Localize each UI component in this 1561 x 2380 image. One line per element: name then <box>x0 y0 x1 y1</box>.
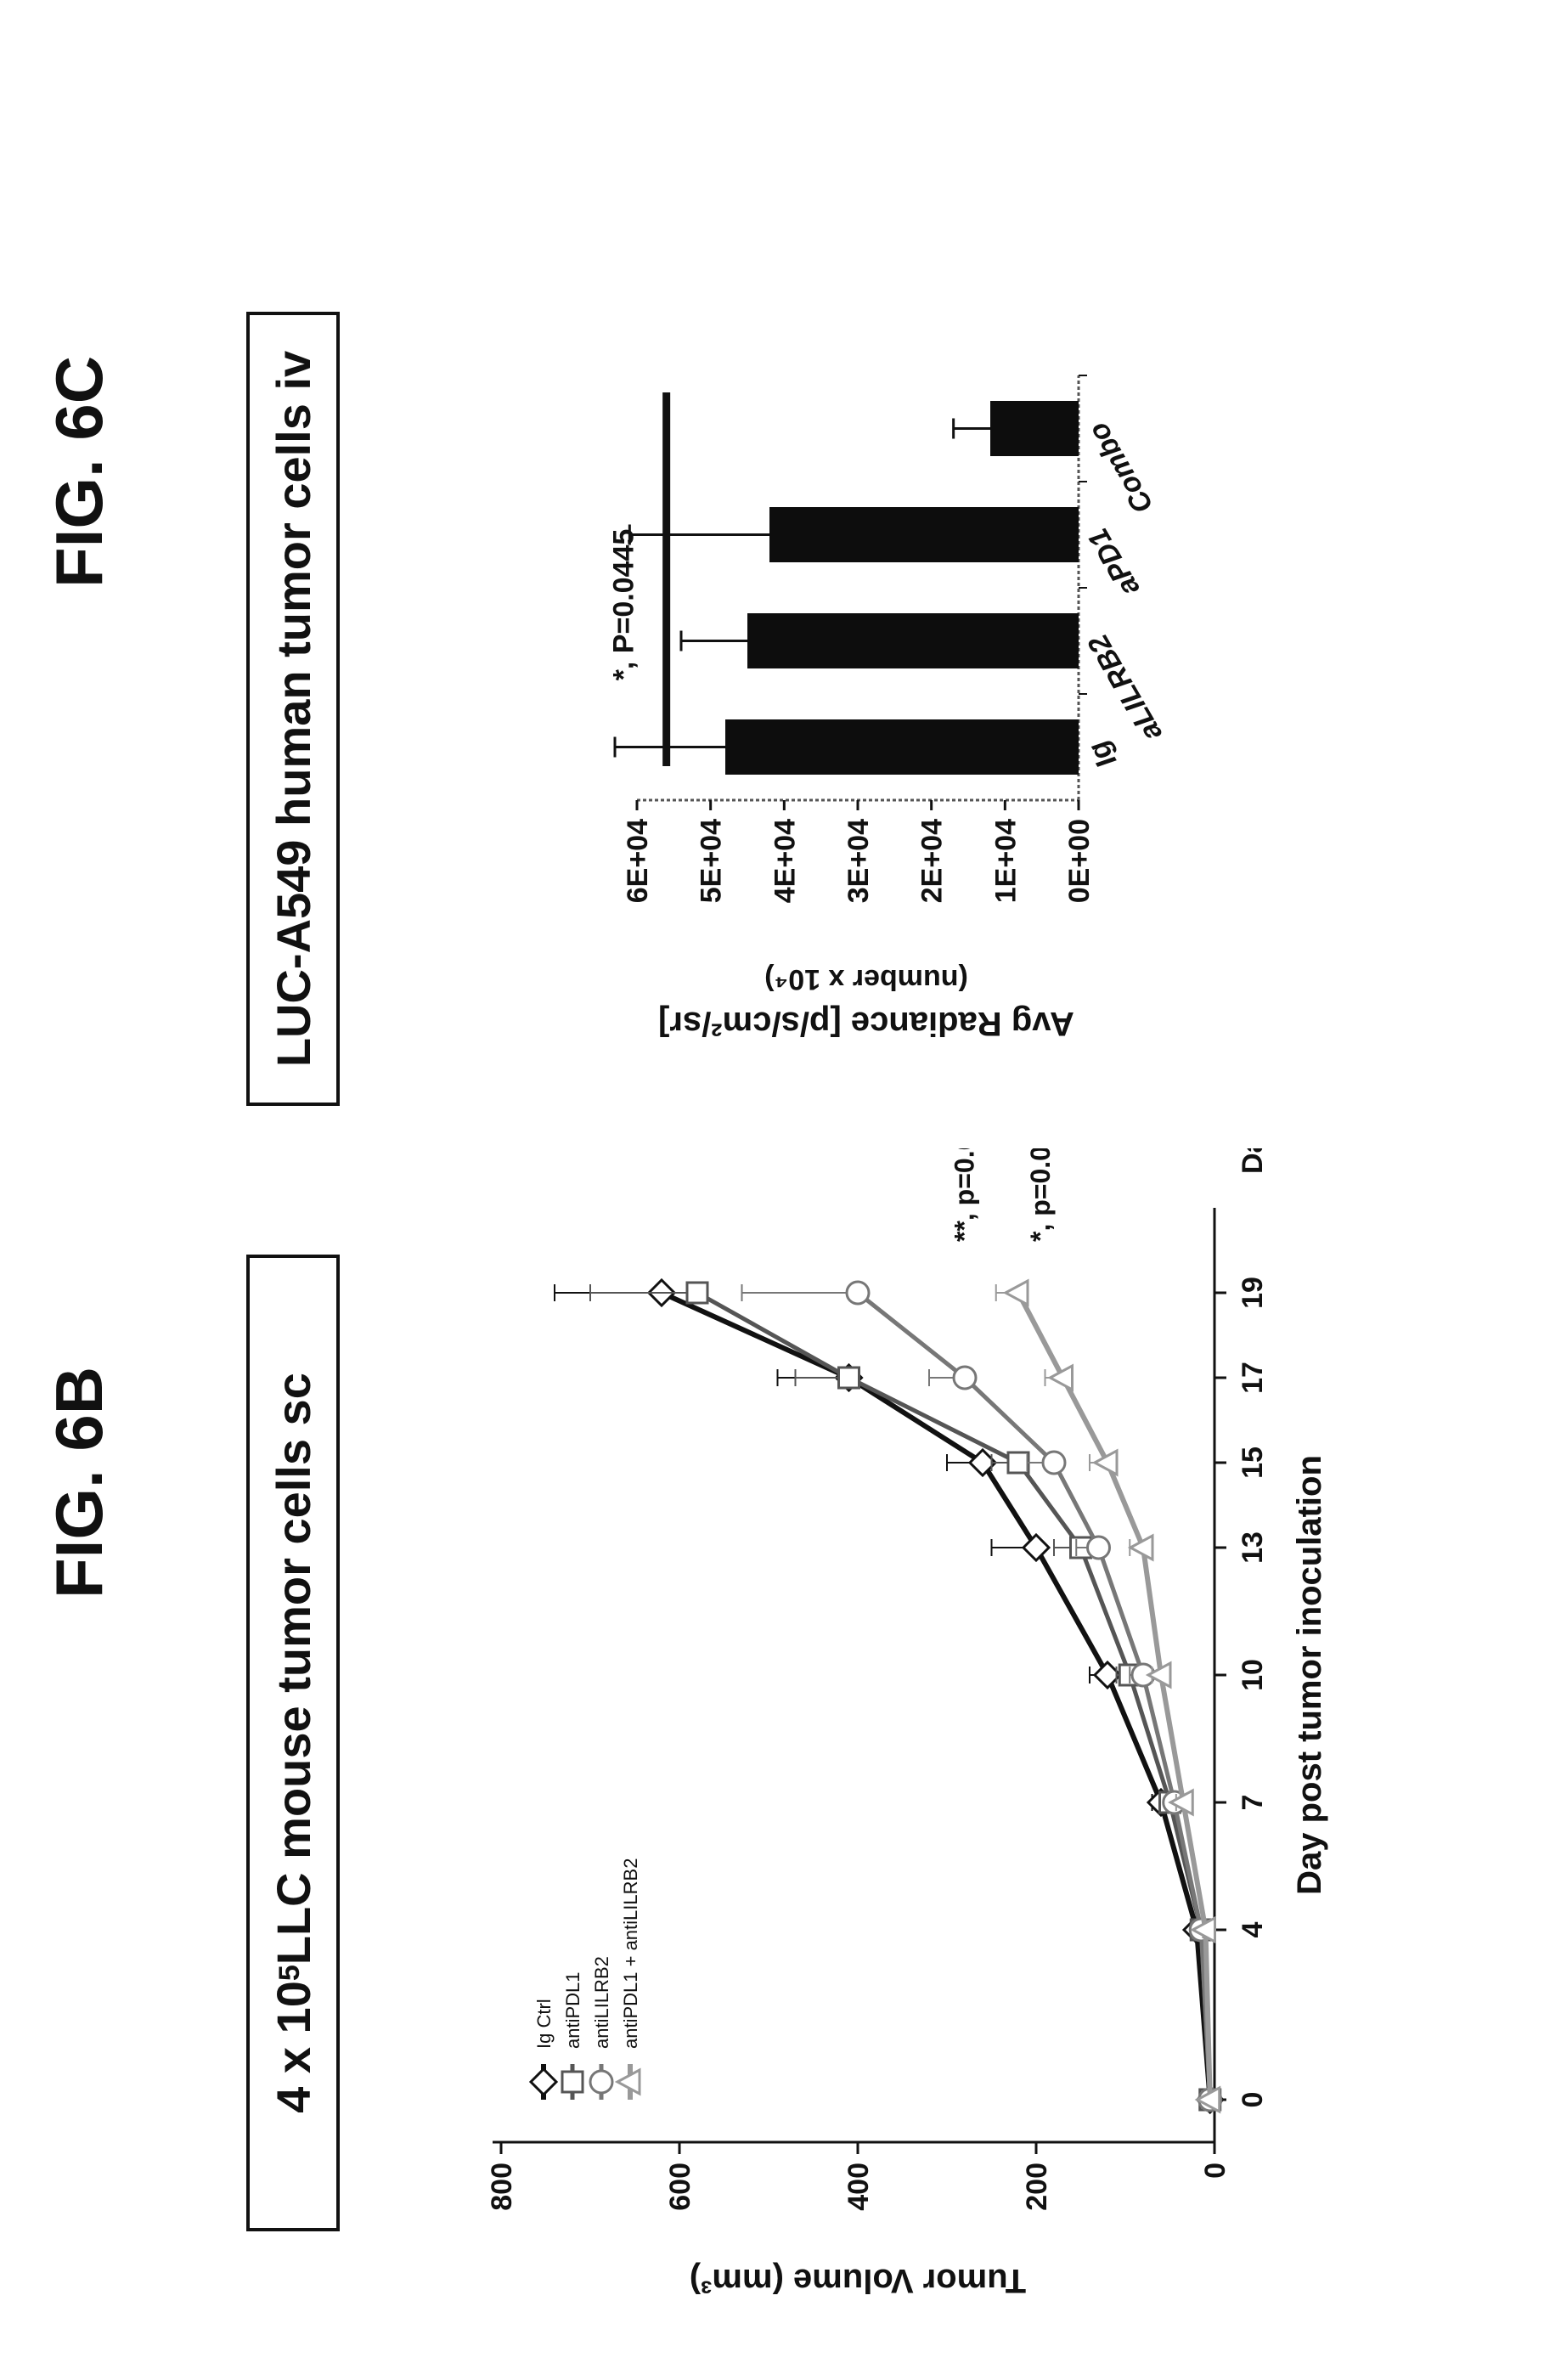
data-point <box>1145 1661 1172 1689</box>
y-axis-subtitle: (number x 10⁴) <box>764 963 968 995</box>
series-line <box>696 1290 1213 2101</box>
x-tick-label: 0 <box>1237 2092 1269 2108</box>
x-axis-title: Day post tumor inoculation <box>1291 1455 1328 1895</box>
x-tick-label: aPD1 <box>1082 523 1146 602</box>
data-point <box>845 1280 871 1306</box>
series-line <box>856 1291 1213 2101</box>
x-tick-label: 15 <box>1237 1447 1269 1479</box>
y-tick-label: 3E+04 <box>842 819 875 903</box>
y-tick-label: 800 <box>486 2163 518 2211</box>
y-tick-label: 0 <box>1199 2163 1231 2179</box>
data-point <box>1002 1278 1029 1307</box>
legend-label: antiPDL1 + antiLILRB2 <box>620 1858 641 2049</box>
data-point <box>1021 1532 1051 1563</box>
data-point <box>1041 1450 1067 1475</box>
data-point <box>837 1366 860 1390</box>
figure-6b-line-chart: 0 200 400 600 800 0 4 7 10 13 15 17 19 Day Day post tu… <box>486 1148 1328 2299</box>
x-tick-label: 13 <box>1237 1531 1269 1564</box>
data-point <box>1127 1533 1154 1562</box>
y-tick-label: 5E+04 <box>696 819 728 903</box>
y-tick-label: 200 <box>1021 2163 1053 2211</box>
data-point <box>1194 2085 1221 2114</box>
series-group <box>589 1281 1222 2112</box>
x-axis-unit-label: Day <box>1237 1148 1269 1174</box>
legend-label: Ig Ctrl <box>533 1999 555 2049</box>
x-tick-label: Combo <box>1082 417 1159 519</box>
y-tick-label: 2E+04 <box>916 819 949 903</box>
x-tick-label: 19 <box>1237 1277 1269 1309</box>
legend-marker <box>614 2067 641 2096</box>
series-line <box>1016 1291 1213 2101</box>
data-point <box>685 1281 709 1305</box>
data-point <box>1047 1363 1074 1392</box>
legend-marker <box>589 2069 614 2095</box>
series-group <box>995 1278 1221 2114</box>
legend-label: antiLILRB2 <box>591 1956 612 2049</box>
legend-marker <box>561 2070 584 2094</box>
data-point <box>1091 1448 1119 1477</box>
x-tick-label: 10 <box>1237 1659 1269 1691</box>
annotation-p-value: **, p=0.0035 <box>950 1148 980 1242</box>
x-tick-label: 17 <box>1237 1362 1269 1394</box>
x-tick-label: Ig <box>1082 735 1123 773</box>
y-tick-label: 400 <box>842 2163 875 2211</box>
y-axis-title: Avg Radiance [p/s/cm²/sr] <box>658 1005 1074 1042</box>
series-group <box>741 1280 1223 2112</box>
series-line <box>660 1290 1213 2101</box>
annotation-p-value: *, p=0.021 <box>1025 1148 1056 1242</box>
data-point <box>1086 1535 1111 1560</box>
x-tick-label: aLILRB2 <box>1082 629 1169 747</box>
legend-label: antiPDL1 <box>562 1971 583 2049</box>
annotation-p-value: *, P=0.0445 <box>608 529 640 681</box>
x-tick-label: 7 <box>1237 1795 1269 1811</box>
y-tick-label: 4E+04 <box>769 819 801 903</box>
y-tick-label: 6E+04 <box>622 819 654 903</box>
bar <box>725 719 1079 775</box>
data-point <box>1190 1915 1216 1944</box>
figure-6c-bar-chart: 0E+00 1E+04 2E+04 3E+04 4E+04 5E+04 6E+04 Avg R… <box>608 375 1169 1042</box>
y-axis-title: Tumor Volume (mm³) <box>690 2262 1026 2299</box>
data-point <box>952 1365 978 1390</box>
series-group <box>554 1277 1225 2115</box>
y-tick-label: 600 <box>664 2163 696 2211</box>
data-point <box>1168 1788 1194 1817</box>
legend-marker <box>528 2067 559 2097</box>
data-point <box>1006 1451 1030 1475</box>
bar <box>747 613 1079 668</box>
bar <box>990 401 1079 456</box>
y-tick-label: 1E+04 <box>989 819 1022 903</box>
bar <box>769 507 1079 562</box>
y-tick-label: 0E+00 <box>1063 819 1096 903</box>
x-tick-label: 4 <box>1237 1921 1269 1937</box>
